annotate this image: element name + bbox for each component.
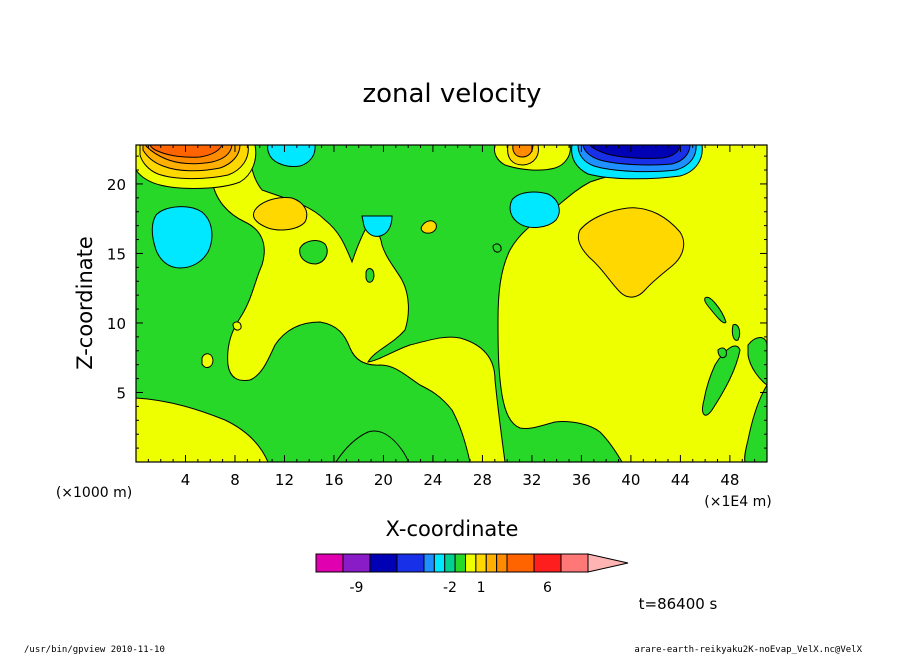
region-redorange-top-left bbox=[149, 145, 223, 158]
time-label: t=86400 s bbox=[639, 595, 718, 613]
region-yellow-island-1 bbox=[201, 353, 214, 368]
x-axis-label: X-coordinate bbox=[386, 517, 519, 541]
y-unit-label: (×1000 m) bbox=[56, 485, 132, 501]
footer-left: /usr/bin/gpview 2010-11-10 bbox=[24, 645, 165, 654]
x-axis: 4 8 12 16 20 24 28 32 36 40 44 48 bbox=[147, 145, 756, 489]
region-green-stripe-1 bbox=[704, 296, 727, 324]
region-green-bottom-center bbox=[335, 430, 409, 462]
colorbar-tick-label: -9 bbox=[350, 580, 364, 596]
region-cyan-right bbox=[509, 191, 560, 228]
x-tick-label: 20 bbox=[374, 471, 393, 489]
colorbar-cell bbox=[423, 553, 435, 573]
region-green-stripe-2 bbox=[731, 323, 741, 341]
colorbar-cell bbox=[342, 553, 371, 573]
colorbar-tick-label: 6 bbox=[543, 580, 552, 596]
colorbar-cell bbox=[433, 553, 446, 573]
region-green-island-1 bbox=[299, 240, 328, 265]
region-green-stripe-5 bbox=[717, 347, 727, 359]
colorbar-cell bbox=[369, 553, 398, 573]
colorbar: -9 -2 1 6 bbox=[315, 553, 629, 596]
region-green-island-2 bbox=[365, 268, 375, 283]
region-orange-top-32 bbox=[512, 145, 534, 158]
colorbar-cell bbox=[444, 553, 456, 573]
colorbar-cell bbox=[533, 553, 562, 573]
region-yellow-island-2 bbox=[232, 321, 242, 331]
region-yellow-bottom-left bbox=[136, 397, 269, 462]
footer-right: arare-earth-reikyaku2K-noEvap_VelX.nc@Ve… bbox=[634, 645, 862, 654]
colorbar-cell bbox=[560, 553, 589, 573]
colorbar-extend-arrow bbox=[587, 553, 629, 573]
x-tick-label: 36 bbox=[572, 471, 591, 489]
region-green-stripe-4 bbox=[702, 345, 741, 416]
colorbar-cell bbox=[454, 553, 466, 573]
colorbar-cell bbox=[506, 553, 535, 573]
colorbar-cell bbox=[475, 553, 487, 573]
region-cyan-center bbox=[361, 215, 393, 237]
y-axis: 5 10 15 20 bbox=[107, 155, 767, 449]
y-tick-label: 20 bbox=[107, 176, 126, 194]
colorbar-cell bbox=[464, 553, 477, 573]
region-gold-right bbox=[577, 207, 685, 298]
region-green-island-3 bbox=[492, 243, 502, 253]
x-tick-label: 8 bbox=[230, 471, 240, 489]
plot-area bbox=[136, 145, 767, 462]
x-tick-label: 32 bbox=[522, 471, 541, 489]
colorbar-tick-label: -2 bbox=[443, 580, 457, 596]
colorbar-tick-label: 1 bbox=[477, 580, 486, 596]
y-tick-label: 10 bbox=[107, 315, 126, 333]
x-tick-label: 44 bbox=[671, 471, 690, 489]
region-cyan-left bbox=[151, 206, 213, 269]
plot-frame bbox=[135, 144, 768, 463]
region-cyan-top-left bbox=[267, 145, 316, 167]
y-axis-label: Z-coordinate bbox=[73, 236, 97, 370]
region-gold-left bbox=[253, 197, 308, 231]
x-tick-label: 24 bbox=[423, 471, 442, 489]
x-tick-label: 40 bbox=[621, 471, 640, 489]
x-unit-label: (×1E4 m) bbox=[704, 494, 771, 510]
x-tick-label: 12 bbox=[275, 471, 294, 489]
colorbar-cell bbox=[396, 553, 425, 573]
y-tick-label: 5 bbox=[116, 384, 126, 402]
x-tick-label: 28 bbox=[473, 471, 492, 489]
x-tick-label: 48 bbox=[720, 471, 739, 489]
y-tick-label: 15 bbox=[107, 245, 126, 263]
x-tick-label: 16 bbox=[324, 471, 343, 489]
region-gold-small bbox=[420, 220, 437, 234]
region-green-stripe-3 bbox=[747, 337, 767, 386]
colorbar-cell bbox=[315, 553, 344, 573]
colorbar-cell bbox=[496, 553, 508, 573]
region-navy-top-right bbox=[589, 145, 681, 159]
colorbar-cell bbox=[485, 553, 498, 573]
chart-title: zonal velocity bbox=[362, 79, 541, 109]
x-tick-label: 4 bbox=[181, 471, 191, 489]
